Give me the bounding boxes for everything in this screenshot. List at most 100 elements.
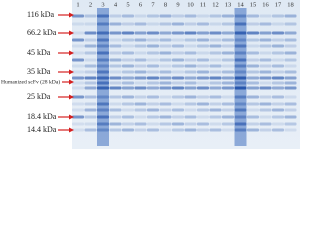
- band: [109, 22, 122, 26]
- band: [272, 86, 284, 90]
- band: [259, 70, 272, 74]
- band: [284, 76, 297, 80]
- band: [122, 108, 134, 112]
- band: [184, 70, 197, 74]
- band: [184, 86, 197, 90]
- band: [134, 14, 147, 18]
- band: [134, 58, 147, 62]
- band: [247, 86, 259, 90]
- band: [122, 81, 134, 85]
- band: [272, 51, 284, 55]
- band: [97, 22, 109, 26]
- band: [209, 86, 222, 90]
- band: [247, 14, 259, 18]
- band: [172, 115, 184, 119]
- band: [209, 122, 222, 126]
- band: [197, 22, 209, 26]
- band: [172, 22, 184, 26]
- band: [147, 81, 159, 85]
- band: [184, 128, 197, 132]
- band: [109, 81, 122, 85]
- band: [97, 70, 109, 74]
- band: [109, 14, 122, 18]
- band: [147, 76, 159, 80]
- band: [259, 31, 272, 35]
- band: [259, 86, 272, 90]
- band: [147, 115, 159, 119]
- band: [234, 51, 247, 55]
- band: [159, 70, 172, 74]
- band: [84, 128, 97, 132]
- band: [284, 122, 297, 126]
- lane-number: 13: [225, 1, 232, 8]
- band: [209, 38, 222, 42]
- band: [197, 14, 209, 18]
- band: [97, 38, 109, 42]
- band: [259, 64, 272, 68]
- band: [72, 76, 84, 80]
- band: [122, 58, 134, 62]
- band: [172, 95, 184, 99]
- band: [247, 102, 259, 106]
- band: [197, 51, 209, 55]
- band: [147, 38, 159, 42]
- band: [172, 108, 184, 112]
- band: [259, 22, 272, 26]
- band: [197, 122, 209, 126]
- band: [197, 58, 209, 62]
- band: [159, 108, 172, 112]
- marker-label: 66.2 kDa: [27, 28, 57, 37]
- lane-number: 15: [250, 1, 257, 8]
- band: [134, 115, 147, 119]
- band: [147, 102, 159, 106]
- arrow-head: [69, 94, 74, 100]
- band: [109, 95, 122, 99]
- band: [259, 122, 272, 126]
- band: [222, 22, 234, 26]
- band: [259, 38, 272, 42]
- arrow-head: [69, 127, 74, 133]
- marker-label: 25 kDa: [27, 92, 51, 101]
- band: [109, 76, 122, 80]
- band: [134, 102, 147, 106]
- band: [134, 86, 147, 90]
- arrow-head: [69, 79, 74, 85]
- band: [234, 38, 247, 42]
- band: [259, 58, 272, 62]
- band: [284, 14, 297, 18]
- band: [209, 14, 222, 18]
- band: [147, 95, 159, 99]
- band: [284, 86, 297, 90]
- band: [72, 38, 84, 42]
- band: [172, 31, 184, 35]
- band: [272, 76, 284, 80]
- band: [109, 51, 122, 55]
- band: [222, 31, 234, 35]
- band: [284, 81, 297, 85]
- band: [234, 86, 247, 90]
- band: [109, 44, 122, 48]
- band: [272, 22, 284, 26]
- band: [134, 31, 147, 35]
- band: [209, 51, 222, 55]
- band: [159, 14, 172, 18]
- band: [209, 115, 222, 119]
- lane-number: 18: [287, 1, 294, 8]
- band: [122, 115, 134, 119]
- band: [109, 102, 122, 106]
- band: [222, 76, 234, 80]
- band: [147, 122, 159, 126]
- band: [72, 81, 84, 85]
- band: [159, 115, 172, 119]
- band: [109, 128, 122, 132]
- band: [272, 38, 284, 42]
- gel: [72, 0, 300, 149]
- band: [234, 31, 247, 35]
- band: [209, 70, 222, 74]
- band: [97, 14, 109, 18]
- band: [72, 108, 84, 112]
- band: [122, 14, 134, 18]
- band: [84, 64, 97, 68]
- band: [122, 64, 134, 68]
- band: [272, 128, 284, 132]
